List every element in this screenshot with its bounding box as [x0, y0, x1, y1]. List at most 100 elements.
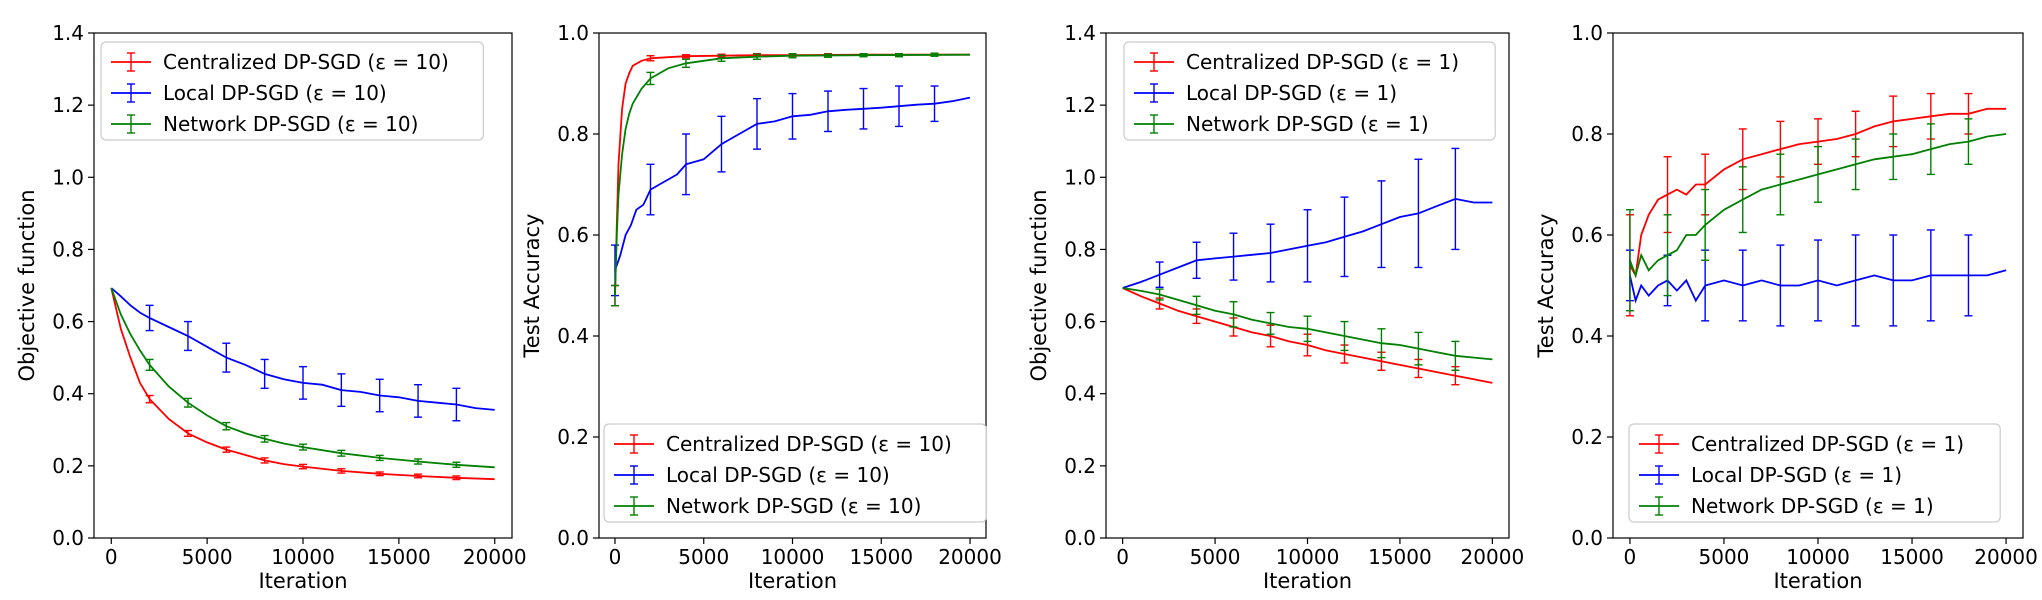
x-tick-label: 10000	[761, 545, 825, 569]
series-line-2	[614, 96, 971, 271]
error-bar	[1889, 133, 1898, 181]
legend-label: Network DP-SGD (ε = 1)	[1186, 112, 1429, 136]
error-bar	[222, 342, 231, 373]
y-tick-label: 0.2	[52, 454, 84, 478]
error-bar	[145, 358, 154, 371]
error-bar	[1851, 138, 1860, 191]
error-bar	[1155, 288, 1164, 301]
error-bar	[1663, 214, 1672, 297]
error-bar	[1738, 249, 1747, 322]
x-tick-label: 15000	[1368, 545, 1432, 569]
error-bar	[337, 468, 346, 474]
y-tick-label: 0.6	[1571, 223, 1603, 247]
error-bar	[452, 461, 461, 468]
error-bar	[646, 55, 655, 62]
error-bar	[299, 463, 307, 470]
error-bar	[145, 394, 154, 404]
error-bar	[375, 454, 384, 462]
error-bar	[1192, 241, 1201, 279]
legend-item: Local DP-SGD (ε = 10)	[111, 81, 387, 105]
error-bar	[183, 320, 192, 352]
legend-box	[1123, 41, 1496, 141]
y-tick-label: 0.8	[1064, 237, 1096, 261]
error-bar	[752, 53, 761, 60]
legend-item: Network DP-SGD (ε = 10)	[111, 112, 418, 136]
error-bar	[895, 53, 904, 58]
x-tick-label: 10000	[1786, 545, 1850, 569]
error-bar	[859, 53, 868, 58]
error-bar	[1926, 229, 1935, 322]
error-bar	[788, 92, 797, 140]
error-bar	[610, 284, 619, 307]
y-tick-label: 0.2	[1064, 454, 1096, 478]
error-bar	[1701, 188, 1710, 261]
x-axis-label: Iteration	[1773, 569, 1862, 593]
error-bar	[1303, 315, 1312, 343]
error-bar	[222, 446, 231, 453]
x-tick-label: 10000	[1276, 545, 1340, 569]
error-bar	[1814, 239, 1822, 322]
error-bar	[260, 434, 269, 443]
error-bar	[414, 383, 423, 418]
error-bar	[1738, 166, 1747, 234]
y-tick-label: 1.0	[557, 21, 589, 45]
y-tick-label: 0.2	[557, 425, 589, 449]
y-tick-label: 0.2	[1571, 425, 1603, 449]
chart-2: 0 5000 10000 15000 20000 0.0 0.2 0.4 0.6 0.8 1.0 It…	[520, 21, 1002, 593]
legend-box	[1628, 423, 2001, 523]
error-bar	[1340, 320, 1349, 352]
error-bar	[1814, 145, 1822, 203]
legend-label: Centralized DP-SGD (ε = 10)	[163, 50, 449, 74]
error-bar	[337, 373, 346, 408]
y-tick-label: 0.4	[52, 382, 84, 406]
y-tick-label: 1.2	[52, 93, 84, 117]
series-line-3	[1629, 133, 2007, 279]
error-bar	[1964, 118, 1973, 166]
chart-1: 0 5000 10000 15000 20000 0.0 0.2 0.4 0.6 0.8 1.0 1.…	[15, 21, 527, 593]
error-bar	[299, 443, 307, 451]
legend-item: Network DP-SGD (ε = 10)	[614, 494, 921, 518]
error-bar	[1377, 180, 1386, 269]
error-bar	[824, 53, 833, 58]
error-bar	[375, 378, 384, 413]
y-axis-label: Objective function	[1027, 189, 1051, 381]
legend-label: Local DP-SGD (ε = 10)	[163, 81, 387, 105]
error-bar	[1851, 234, 1860, 327]
legend-item: Local DP-SGD (ε = 1)	[1134, 81, 1397, 105]
error-bar	[1625, 209, 1634, 312]
series-line-3	[110, 287, 495, 469]
error-bar	[1889, 234, 1898, 327]
error-bar	[260, 358, 269, 390]
error-bar	[1192, 295, 1201, 316]
x-axis-label: Iteration	[1263, 569, 1352, 593]
legend: Centralized DP-SGD (ε = 10) Local DP-SGD …	[603, 423, 987, 523]
legend-item: Local DP-SGD (ε = 10)	[614, 463, 890, 487]
y-axis-label: Objective function	[15, 189, 39, 381]
y-tick-label: 0.6	[52, 310, 84, 334]
error-bar	[681, 133, 690, 196]
legend-label: Centralized DP-SGD (ε = 1)	[1691, 432, 1964, 456]
legend: Centralized DP-SGD (ε = 1) Local DP-SGD (…	[1123, 41, 1496, 141]
legend-item: Centralized DP-SGD (ε = 1)	[1639, 432, 1964, 456]
y-tick-label: 1.0	[52, 165, 84, 189]
error-bar	[930, 85, 939, 123]
y-tick-label: 0.0	[52, 526, 84, 550]
error-bar	[1776, 244, 1785, 327]
x-axis-label: Iteration	[748, 569, 837, 593]
error-bar	[1155, 261, 1164, 289]
error-bar	[337, 449, 346, 457]
y-tick-label: 1.0	[1064, 165, 1096, 189]
legend-label: Network DP-SGD (ε = 10)	[163, 112, 418, 136]
error-bar	[375, 471, 384, 477]
y-axis-label: Test Accuracy	[520, 214, 544, 359]
error-bar	[414, 458, 423, 465]
error-bar	[1451, 147, 1460, 251]
legend: Centralized DP-SGD (ε = 10) Local DP-SGD …	[100, 41, 484, 141]
x-tick-label: 15000	[367, 545, 431, 569]
y-tick-label: 0.4	[1571, 324, 1603, 348]
x-tick-label: 0	[1116, 545, 1129, 569]
x-tick-label: 10000	[271, 545, 335, 569]
error-bar	[1303, 209, 1312, 283]
x-tick-label: 15000	[1880, 545, 1944, 569]
error-bar	[1776, 153, 1785, 216]
